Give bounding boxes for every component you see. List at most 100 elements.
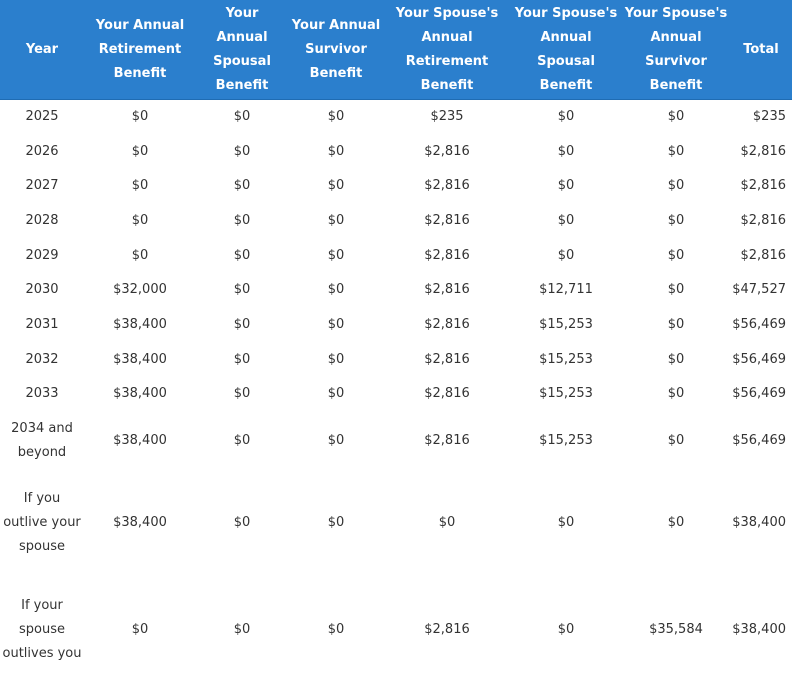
cell-year: 2032 (25, 351, 59, 367)
cell-your-retirement: $0 (131, 143, 149, 159)
cell-year: 2031 (25, 316, 59, 332)
cell-spouse-survivor: $0 (667, 143, 685, 159)
cell-total: $47,527 (732, 282, 786, 298)
cell-spouse-spousal: $15,253 (539, 316, 593, 332)
cell-total: $2,816 (740, 178, 787, 194)
cell-year: If you outlive your spouse (3, 491, 81, 555)
cell-spouse-survivor: $0 (667, 386, 685, 402)
cell-spouse-spousal: $12,711 (539, 282, 593, 298)
cell-spouse-survivor: $0 (667, 316, 685, 332)
cell-your-survivor: $0 (327, 109, 345, 125)
cell-spouse-survivor: $0 (667, 515, 685, 531)
cell-your-retirement: $0 (131, 622, 149, 638)
cell-spouse-survivor: $0 (667, 351, 685, 367)
cell-your-retirement: $38,400 (113, 515, 167, 531)
cell-spouse-retirement: $2,816 (424, 386, 470, 402)
cell-spouse-retirement: $2,816 (424, 282, 470, 298)
cell-spouse-retirement: $235 (430, 109, 464, 125)
cell-your-survivor: $0 (327, 351, 345, 367)
table-row: 2031 $38,400 $0 $0 $2,816 $15,253 $0 $56… (0, 308, 792, 343)
header-row: Year Your Annual Retirement Benefit Your… (0, 0, 792, 100)
cell-your-survivor: $0 (327, 282, 345, 298)
cell-spouse-spousal: $15,253 (539, 432, 593, 448)
table-row: 2033 $38,400 $0 $0 $2,816 $15,253 $0 $56… (0, 377, 792, 412)
cell-spouse-retirement: $2,816 (424, 212, 470, 228)
table-row: 2032 $38,400 $0 $0 $2,816 $15,253 $0 $56… (0, 342, 792, 377)
cell-spouse-retirement: $2,816 (424, 316, 470, 332)
cell-your-retirement: $38,400 (113, 316, 167, 332)
table-row: 2030 $32,000 $0 $0 $2,816 $12,711 $0 $47… (0, 273, 792, 308)
cell-spouse-retirement: $2,816 (424, 247, 470, 263)
cell-total: $38,400 (732, 622, 786, 638)
table-row: 2027 $0 $0 $0 $2,816 $0 $0 $2,816 (0, 169, 792, 204)
cell-your-spousal: $0 (233, 622, 251, 638)
cell-your-retirement: $0 (131, 212, 149, 228)
cell-your-spousal: $0 (233, 109, 251, 125)
cell-your-survivor: $0 (327, 386, 345, 402)
cell-spouse-spousal: $0 (557, 622, 575, 638)
cell-year: If your spouse outlives you (2, 598, 82, 662)
table-row: If you outlive your spouse $38,400 $0 $0… (0, 470, 792, 577)
table-row: 2029 $0 $0 $0 $2,816 $0 $0 $2,816 (0, 238, 792, 273)
cell-spouse-spousal: $0 (557, 178, 575, 194)
cell-your-retirement: $0 (131, 247, 149, 263)
cell-spouse-survivor: $0 (667, 109, 685, 125)
cell-total: $56,469 (732, 386, 786, 402)
cell-your-spousal: $0 (233, 143, 251, 159)
column-header-spouse-survivor: Your Spouse's Annual Survivor Benefit (622, 0, 730, 100)
cell-your-retirement: $38,400 (113, 351, 167, 367)
cell-your-spousal: $0 (233, 432, 251, 448)
cell-your-spousal: $0 (233, 282, 251, 298)
cell-year: 2029 (25, 247, 59, 263)
cell-your-spousal: $0 (233, 316, 251, 332)
cell-your-survivor: $0 (327, 432, 345, 448)
cell-your-spousal: $0 (233, 386, 251, 402)
cell-spouse-survivor: $0 (667, 282, 685, 298)
cell-year: 2026 (25, 143, 59, 159)
cell-your-survivor: $0 (327, 515, 345, 531)
table-row: 2034 and beyond $38,400 $0 $0 $2,816 $15… (0, 412, 792, 470)
column-header-year: Year (0, 0, 84, 100)
cell-total: $2,816 (740, 247, 787, 263)
column-header-your-spousal: Your Annual Spousal Benefit (196, 0, 288, 100)
cell-your-spousal: $0 (233, 212, 251, 228)
cell-spouse-survivor: $0 (667, 432, 685, 448)
table-row: If your spouse outlives you $0 $0 $0 $2,… (0, 577, 792, 684)
cell-spouse-spousal: $15,253 (539, 351, 593, 367)
cell-total: $56,469 (732, 351, 786, 367)
cell-your-retirement: $0 (131, 178, 149, 194)
cell-year: 2033 (25, 386, 59, 402)
cell-spouse-spousal: $0 (557, 212, 575, 228)
cell-year: 2027 (25, 178, 59, 194)
cell-your-retirement: $0 (131, 109, 149, 125)
cell-spouse-spousal: $0 (557, 247, 575, 263)
cell-spouse-spousal: $0 (557, 515, 575, 531)
cell-spouse-spousal: $15,253 (539, 386, 593, 402)
cell-spouse-spousal: $0 (557, 109, 575, 125)
column-header-spouse-spousal: Your Spouse's Annual Spousal Benefit (510, 0, 622, 100)
cell-your-spousal: $0 (233, 178, 251, 194)
cell-total: $56,469 (732, 432, 786, 448)
cell-your-spousal: $0 (233, 247, 251, 263)
column-header-total: Total (730, 0, 792, 100)
column-header-spouse-retirement: Your Spouse's Annual Retirement Benefit (384, 0, 510, 100)
cell-your-survivor: $0 (327, 247, 345, 263)
cell-spouse-survivor: $0 (667, 247, 685, 263)
cell-spouse-retirement: $2,816 (424, 622, 470, 638)
column-header-your-retirement: Your Annual Retirement Benefit (84, 0, 196, 100)
cell-year: 2025 (25, 109, 59, 125)
cell-year: 2028 (25, 212, 59, 228)
cell-spouse-spousal: $0 (557, 143, 575, 159)
table-row: 2025 $0 $0 $0 $235 $0 $0 $235 (0, 100, 792, 135)
cell-spouse-survivor: $0 (667, 178, 685, 194)
cell-your-survivor: $0 (327, 143, 345, 159)
cell-your-spousal: $0 (233, 351, 251, 367)
column-header-your-survivor: Your Annual Survivor Benefit (288, 0, 384, 100)
cell-your-retirement: $38,400 (113, 386, 167, 402)
cell-spouse-retirement: $0 (438, 515, 456, 531)
cell-your-survivor: $0 (327, 212, 345, 228)
cell-your-survivor: $0 (327, 622, 345, 638)
cell-your-survivor: $0 (327, 316, 345, 332)
table-row: 2028 $0 $0 $0 $2,816 $0 $0 $2,816 (0, 204, 792, 239)
